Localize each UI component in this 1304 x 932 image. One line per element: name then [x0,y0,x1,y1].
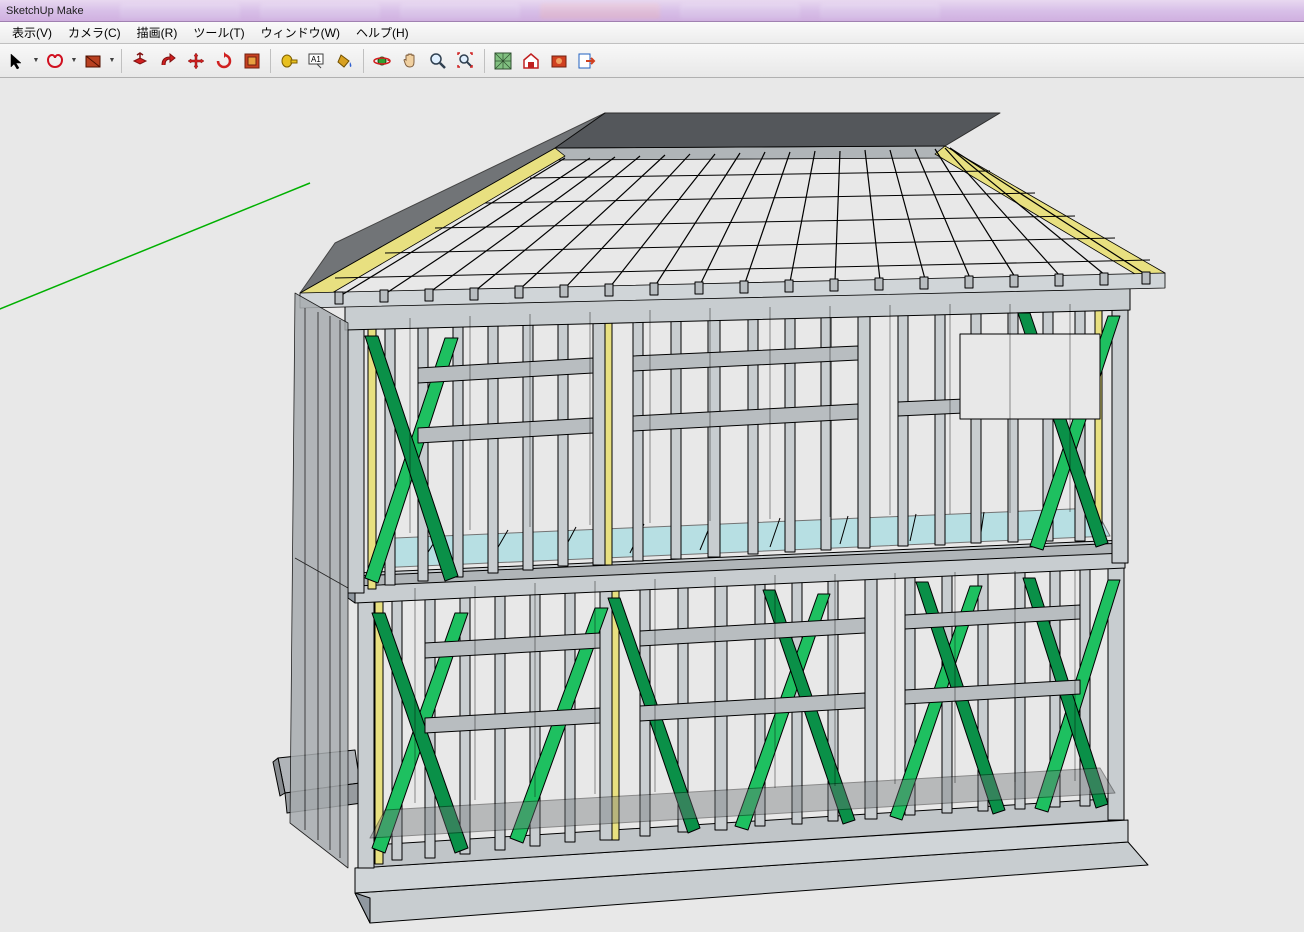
layers-tool[interactable] [490,48,516,74]
paint-bucket-tool[interactable] [332,48,358,74]
scale-tool[interactable] [239,48,265,74]
svg-text:A1: A1 [311,55,321,64]
move-tool[interactable] [183,48,209,74]
orbit-tool[interactable] [369,48,395,74]
select-tool[interactable] [4,48,30,74]
menu-camera[interactable]: カメラ(C) [60,22,129,43]
menu-window[interactable]: ウィンドウ(W) [253,22,348,43]
axis-line [0,183,310,313]
dropdown-icon[interactable]: ▼ [108,57,116,64]
menu-view[interactable]: 表示(V) [4,22,60,43]
window-titlebar: SketchUp Make [0,0,1304,22]
draw-tool[interactable] [42,48,68,74]
zoom-tool[interactable] [425,48,451,74]
rectangle-tool[interactable] [80,48,106,74]
tape-measure-tool[interactable] [276,48,302,74]
extension-tool[interactable] [546,48,572,74]
export-tool[interactable] [574,48,600,74]
menu-tools[interactable]: ツール(T) [185,22,252,43]
pan-tool[interactable] [397,48,423,74]
zoom-extents-tool[interactable] [453,48,479,74]
model-canvas [0,78,1304,932]
text-tool[interactable]: A1 [304,48,330,74]
menu-draw[interactable]: 描画(R) [129,22,186,43]
warehouse-tool[interactable] [518,48,544,74]
dropdown-icon[interactable]: ▼ [70,57,78,64]
building-frame-model [273,113,1165,923]
menu-bar: 表示(V) カメラ(C) 描画(R) ツール(T) ウィンドウ(W) ヘルプ(H… [0,22,1304,44]
main-toolbar: ▼ ▼ ▼ A1 [0,44,1304,78]
model-viewport[interactable] [0,78,1304,932]
menu-help[interactable]: ヘルプ(H) [348,22,417,43]
offset-tool[interactable] [155,48,181,74]
dropdown-icon[interactable]: ▼ [32,57,40,64]
browser-tabs-blurred [120,0,940,21]
app-title: SketchUp Make [6,5,84,17]
push-pull-tool[interactable] [127,48,153,74]
rotate-tool[interactable] [211,48,237,74]
